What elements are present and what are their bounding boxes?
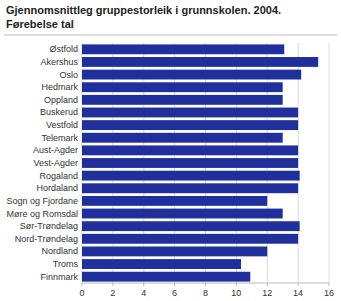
bar bbox=[82, 171, 300, 181]
tick-label: 16 bbox=[324, 288, 334, 298]
grid bbox=[82, 43, 329, 283]
separator bbox=[4, 35, 337, 36]
bars bbox=[82, 44, 318, 281]
category-label: Sør-Trøndelag bbox=[20, 221, 78, 231]
tick-mark bbox=[267, 283, 268, 286]
category-label: Sogn og Fjordane bbox=[6, 196, 78, 206]
tick-mark bbox=[298, 283, 299, 286]
category-label: Nordland bbox=[41, 246, 78, 256]
bar bbox=[82, 108, 298, 118]
category-label: Troms bbox=[53, 259, 79, 269]
tick-label: 8 bbox=[203, 288, 208, 298]
tick-mark bbox=[174, 283, 175, 286]
bar bbox=[82, 120, 298, 130]
category-label: Akershus bbox=[40, 57, 78, 67]
bar bbox=[82, 145, 298, 155]
bar bbox=[82, 44, 284, 54]
bar bbox=[82, 234, 298, 244]
tick-mark bbox=[205, 283, 206, 286]
tick-mark bbox=[329, 283, 330, 286]
category-label: Vestfold bbox=[46, 120, 78, 130]
category-label: Østfold bbox=[49, 44, 78, 54]
category-label: Hedmark bbox=[41, 82, 78, 92]
category-label: Oslo bbox=[59, 70, 78, 80]
tick-label: 4 bbox=[141, 288, 146, 298]
category-label: Nord-Trøndelag bbox=[15, 234, 78, 244]
bar bbox=[82, 82, 283, 92]
tick-label: 10 bbox=[231, 288, 241, 298]
bar bbox=[82, 272, 250, 282]
x-axis: 0 2 4 6 8 10 12 14 16 bbox=[79, 283, 334, 298]
bar bbox=[82, 133, 283, 143]
category-label: Rogaland bbox=[39, 171, 78, 181]
category-label: Oppland bbox=[44, 95, 78, 105]
bar bbox=[82, 259, 241, 269]
bar bbox=[82, 209, 283, 219]
bar bbox=[82, 246, 267, 256]
tick-label: 6 bbox=[172, 288, 177, 298]
bar bbox=[82, 70, 301, 80]
title: Gjennomsnittleg gruppestorleik i grunnsk… bbox=[6, 4, 281, 16]
category-label: Finnmark bbox=[40, 272, 78, 282]
category-label: Vest-Agder bbox=[33, 158, 78, 168]
bar bbox=[82, 95, 283, 105]
tick-mark bbox=[236, 283, 237, 286]
tick-mark bbox=[82, 283, 83, 286]
grid-line bbox=[329, 43, 330, 283]
tick-mark bbox=[143, 283, 144, 286]
bar bbox=[82, 221, 300, 231]
bar bbox=[82, 158, 298, 168]
category-label: Møre og Romsdal bbox=[6, 209, 78, 219]
bar bbox=[82, 57, 318, 67]
bar bbox=[82, 183, 298, 193]
category-label: Aust-Agder bbox=[33, 145, 78, 155]
tick-mark bbox=[112, 283, 113, 286]
tick-label: 12 bbox=[262, 288, 272, 298]
tick-label: 0 bbox=[79, 288, 84, 298]
category-label: Telemark bbox=[41, 133, 78, 143]
tick-label: 14 bbox=[293, 288, 303, 298]
chart: Gjennomsnittleg gruppestorleik i grunnsk… bbox=[0, 0, 341, 301]
bar bbox=[82, 196, 267, 206]
x-axis-line bbox=[82, 283, 329, 284]
category-label: Buskerud bbox=[40, 107, 78, 117]
category-label: Hordaland bbox=[36, 183, 78, 193]
tick-label: 2 bbox=[110, 288, 115, 298]
y-axis-labels: Østfold Akershus Oslo Hedmark Oppland Buskeru… bbox=[6, 44, 78, 281]
subtitle: Førebelse tal bbox=[6, 18, 74, 30]
